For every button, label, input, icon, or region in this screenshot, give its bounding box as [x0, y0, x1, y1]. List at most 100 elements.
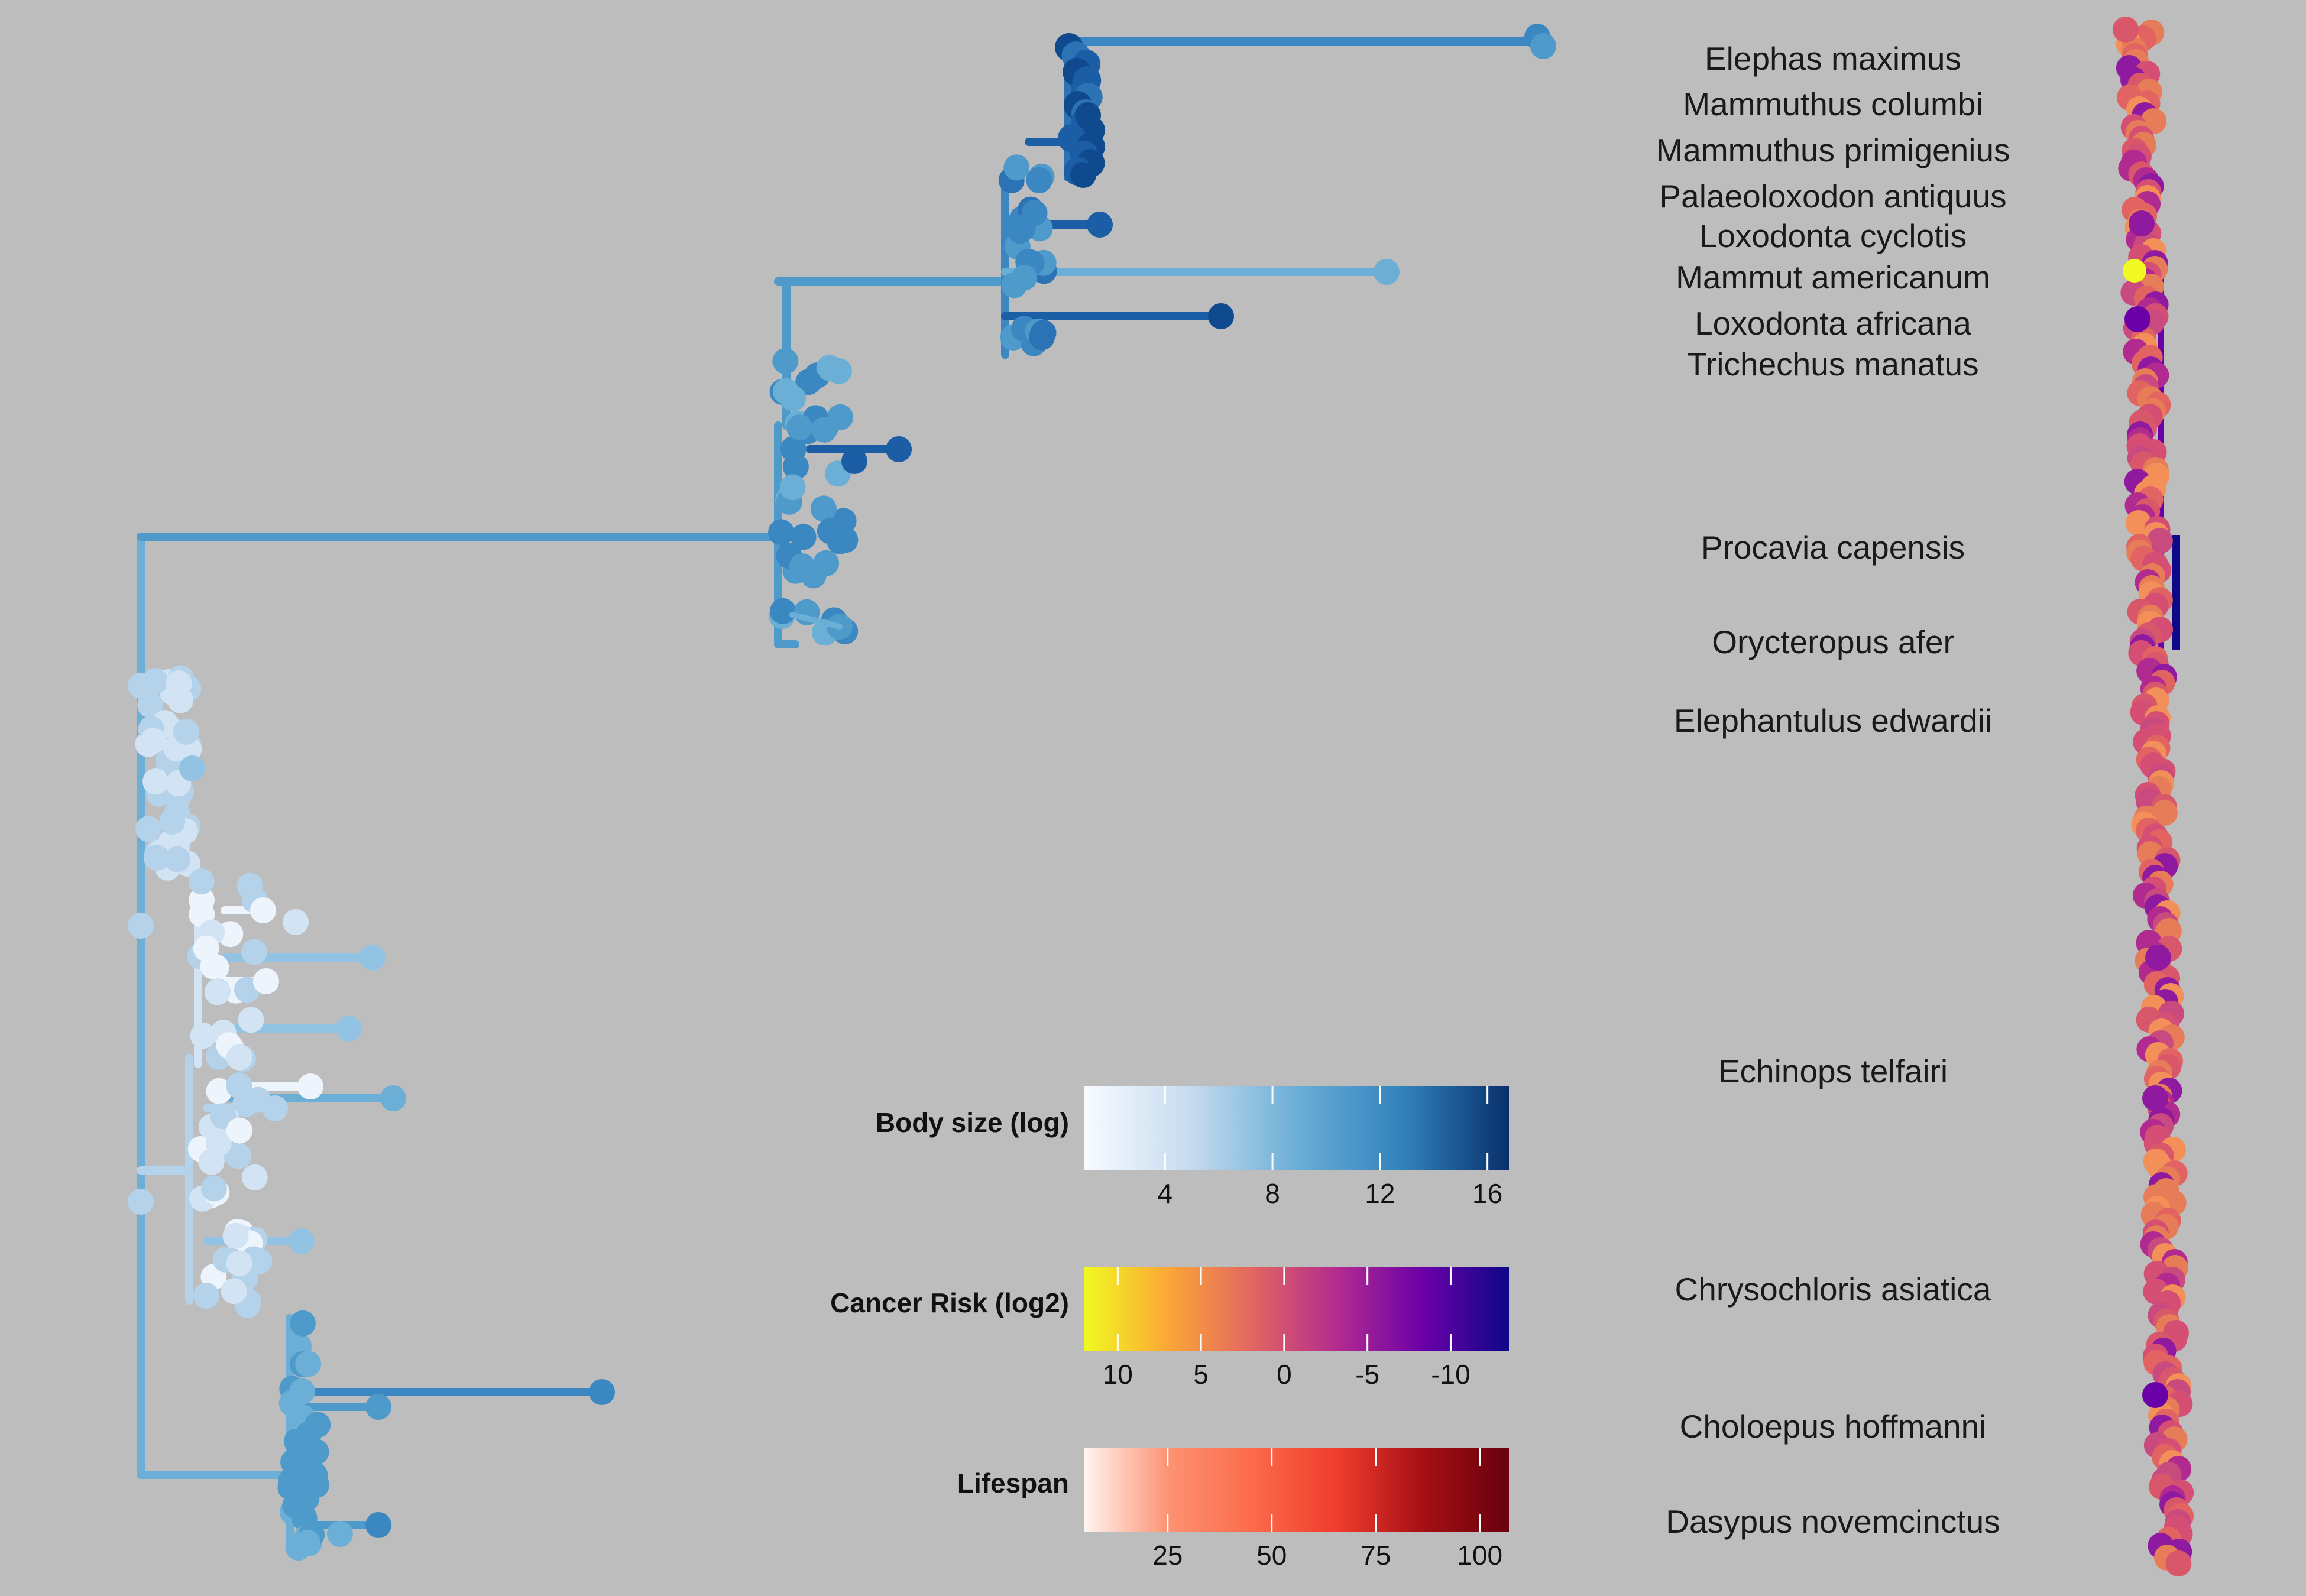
tree-node	[289, 1310, 316, 1337]
tree-branch	[789, 612, 843, 630]
legend-lifespan: Lifespan 25 50 75 100	[957, 1448, 1509, 1571]
legend-lifespan-title: Lifespan	[957, 1468, 1069, 1498]
tree-node	[289, 1448, 316, 1475]
tree-node	[189, 887, 215, 913]
legend-tick-label: 5	[1193, 1359, 1209, 1390]
species-label: Trichechus manatus	[1687, 346, 1978, 382]
tree-node	[204, 979, 231, 1005]
legend-tick-label: 12	[1365, 1178, 1395, 1209]
legend-lifespan-colorbar	[1084, 1448, 1509, 1532]
legend-tick-label: 75	[1361, 1540, 1391, 1571]
legend-tick-label: -5	[1355, 1359, 1379, 1390]
tree-node	[179, 755, 205, 781]
legend-body-size: Body size (log) 4 8 12 16	[876, 1086, 1509, 1209]
species-label: Elephas maximus	[1705, 40, 1961, 77]
species-label: Orycteropus afer	[1712, 624, 1954, 660]
tree-node	[135, 816, 162, 842]
tree-node	[1374, 259, 1400, 285]
tree-node	[238, 1007, 264, 1033]
tree-node	[217, 921, 244, 948]
tree-node	[143, 845, 170, 871]
tree-node	[226, 1117, 252, 1144]
tree-node	[359, 945, 386, 971]
tree-node	[779, 474, 806, 501]
legend-cancer-risk-colorbar	[1084, 1267, 1509, 1351]
legend-cancer-risk-ticks: 10 5 0 -5 -10	[1103, 1267, 1471, 1390]
tree-node	[795, 369, 822, 395]
tree-node	[770, 598, 796, 624]
species-label-list: Elephas maximus Mammuthus columbi Mammuthu…	[1656, 40, 2010, 1540]
cancer-risk-strip	[2113, 17, 2194, 1576]
species-label: Mammuthus primigenius	[1656, 132, 2010, 168]
tree-node	[780, 385, 807, 412]
tree-node	[800, 562, 827, 589]
tree-node	[295, 1351, 322, 1377]
tree-node	[810, 495, 837, 522]
tree-node	[226, 1250, 252, 1277]
legend-tick-label: 4	[1158, 1178, 1173, 1209]
tree-node	[200, 1175, 227, 1202]
tree-node	[206, 1078, 232, 1104]
tree-node	[294, 1530, 320, 1556]
species-label: Palaeoloxodon antiquus	[1659, 178, 2006, 215]
species-label: Loxodonta cyclotis	[1699, 218, 1967, 254]
tree-node	[237, 872, 263, 899]
tree-node	[380, 1085, 406, 1111]
tree-node	[188, 868, 215, 895]
tree-node	[205, 1130, 232, 1157]
tree-node	[327, 1521, 353, 1547]
tree-node	[825, 358, 852, 384]
legend-body-size-title: Body size (log)	[876, 1107, 1069, 1138]
tree-node	[1075, 102, 1101, 128]
tree-node	[1087, 212, 1113, 238]
tree-node	[1003, 154, 1030, 181]
tree-node	[841, 448, 867, 474]
tree-node	[226, 1044, 252, 1071]
strip-node	[2146, 528, 2173, 554]
tree-node	[297, 1073, 323, 1099]
tree-node	[222, 1222, 249, 1249]
legend-tick-label: 16	[1472, 1178, 1502, 1209]
legend-tick-label: 10	[1103, 1359, 1133, 1390]
species-label: Procavia capensis	[1701, 529, 1965, 566]
tree-node	[262, 1095, 288, 1121]
tree-node	[232, 1091, 259, 1117]
tree-node	[365, 1394, 391, 1420]
tree-node	[786, 414, 812, 441]
strip-node	[2145, 945, 2171, 971]
species-label: Choloepus hoffmanni	[1680, 1408, 1987, 1445]
strip-node	[2124, 306, 2150, 332]
strip-node	[2142, 1085, 2168, 1111]
legend-tick-label: -10	[1431, 1359, 1470, 1390]
tree-node	[293, 1485, 320, 1511]
tree-node	[164, 846, 191, 872]
tree-node	[159, 808, 186, 835]
tree-node	[589, 1379, 615, 1405]
tree-node	[283, 909, 309, 935]
species-label: Echinops telfairi	[1718, 1053, 1948, 1089]
legend-cancer-risk: Cancer Risk (log2) 10 5 0 -5 -10	[830, 1267, 1509, 1390]
tree-node	[768, 519, 795, 546]
species-label: Elephantulus edwardii	[1674, 702, 1992, 739]
tree-node	[780, 436, 807, 462]
strip-node	[2165, 1550, 2192, 1576]
tree-node	[241, 939, 268, 965]
strip-node	[2129, 210, 2155, 236]
tree-node	[221, 1278, 247, 1305]
tree-node	[336, 1016, 362, 1042]
species-label: Loxodonta africana	[1695, 305, 1971, 342]
tree-node	[241, 1164, 268, 1190]
tree-node	[278, 1390, 305, 1417]
tree-node	[128, 1189, 154, 1215]
tree-node	[193, 1283, 219, 1309]
tree-node	[128, 913, 154, 939]
legend-tick-label: 50	[1256, 1540, 1287, 1571]
species-label: Dasypus novemcinctus	[1666, 1503, 2000, 1540]
legend-tick-label: 8	[1265, 1178, 1280, 1209]
tree-node	[817, 518, 843, 544]
tree-node	[1011, 264, 1037, 291]
tree-node	[193, 935, 219, 962]
legend-lifespan-ticks: 25 50 75 100	[1152, 1448, 1502, 1571]
tree-node	[1070, 162, 1096, 188]
